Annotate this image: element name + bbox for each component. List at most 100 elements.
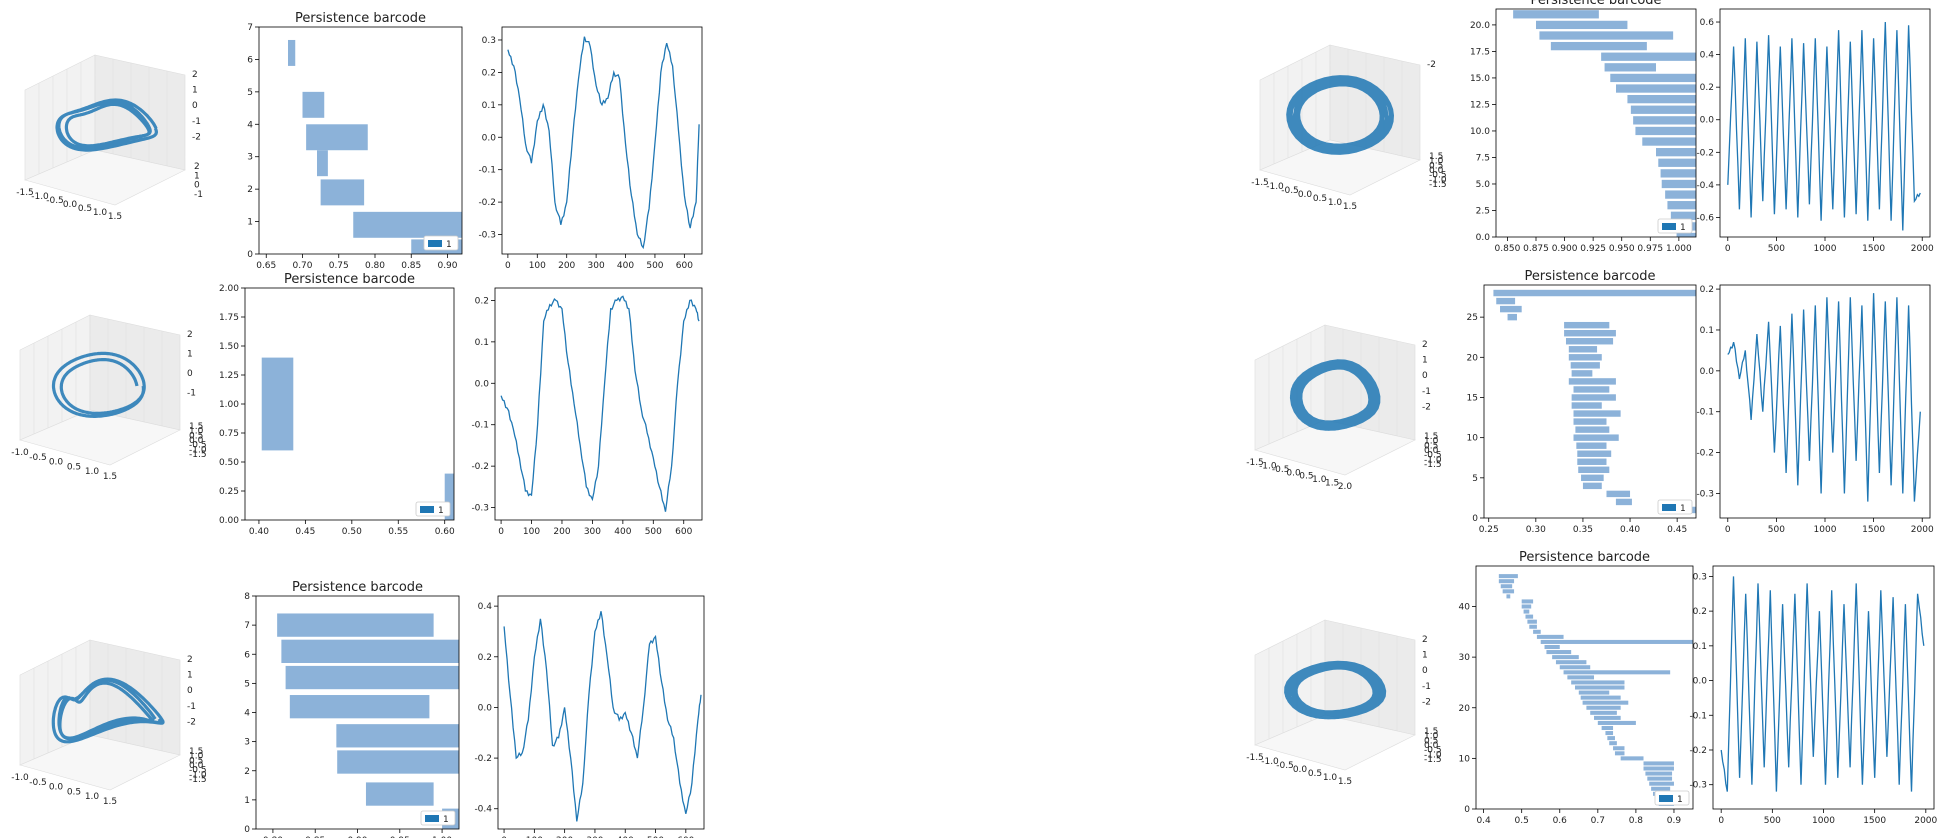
chart-e-barcode: 0.25 0.30 0.35 0.40 0.45 0 5 10 15 20 25 Persistenc… (1467, 269, 1697, 535)
barcode-bar (1615, 498, 1632, 506)
y-tick-label: 0.3 (1693, 572, 1707, 582)
y-tick-label: -1.0 (189, 770, 207, 780)
chart-b-barcode: 0.40 0.45 0.50 0.55 0.60 0.00 0.25 0.50 0.75 1.00… (219, 272, 455, 537)
barcode-bar (281, 639, 459, 663)
pane-floor (24, 149, 186, 206)
barcode-bar (1571, 370, 1593, 377)
y-tick-label: 10 (1467, 434, 1479, 444)
x-tick-label: 0.6 (1553, 816, 1568, 826)
z-tick-label: 0 (1422, 371, 1428, 381)
barcode-bar (1525, 614, 1534, 619)
z-tick-label: 1 (192, 86, 198, 96)
barcode-bar (317, 150, 328, 177)
y-tick-label: 1.25 (219, 371, 239, 381)
z-tick-label: -2 (187, 717, 196, 727)
z-tick-label: -2 (1427, 60, 1436, 70)
y-tick-label: 8 (244, 592, 250, 602)
barcode-bar (1609, 741, 1617, 746)
y-tick-label: 0.25 (219, 487, 239, 497)
x-tick-label: 0 (1725, 244, 1731, 254)
pane-floor (1259, 139, 1421, 196)
y-tick-label: -0.5 (1424, 746, 1442, 756)
y-tick-label: -1.5 (1429, 180, 1447, 190)
z-tick-label: -2 (1422, 402, 1431, 412)
y-tick-label: 25 (1467, 313, 1478, 323)
trajectory-curve (1286, 75, 1394, 155)
barcode-bar (1676, 232, 1696, 237)
z-tick-label: 0 (1422, 666, 1428, 676)
y-tick-label: 0.2 (1693, 607, 1707, 617)
y-tick-label: 1.00 (219, 400, 239, 410)
barcode-bar (1533, 629, 1541, 634)
y-tick-label: 1.0 (189, 752, 204, 762)
x-tick-label: 400 (614, 527, 631, 537)
x-tick-label: 0.85 (401, 261, 421, 271)
x-tick-label: 500 (1764, 816, 1781, 826)
trajectory-curve (51, 677, 165, 744)
x-tick-label: -1.0 (11, 773, 29, 783)
barcode-bar (1568, 378, 1616, 385)
z-tick-label: 2 (192, 70, 198, 80)
barcode-bar (1507, 313, 1517, 321)
x-tick-label: 500 (1768, 525, 1785, 535)
z-tick-label: 0 (187, 686, 193, 696)
x-tick-label: 0 (501, 836, 507, 838)
barcode-bar (261, 357, 294, 451)
x-tick-label: 0.50 (342, 527, 362, 537)
y-tick-label: 0.5 (189, 756, 203, 766)
x-tick-label: 0.5 (1308, 769, 1322, 779)
y-tick-label: -1.0 (1424, 455, 1442, 465)
x-tick-label: 300 (586, 836, 603, 838)
x-tick-label: 0.0 (1293, 765, 1308, 775)
barcode-bar (1523, 609, 1530, 614)
barcode-bar (1601, 725, 1614, 731)
chart-d-barcode: 0.850 0.875 0.900 0.925 0.950 0.975 1.000 0.0 2.… (1470, 0, 1697, 254)
barcode-bar (1575, 426, 1610, 433)
y-tick-label: 0.2 (475, 296, 489, 306)
z-tick-label: -1 (1422, 682, 1431, 692)
legend-label: 1 (438, 506, 444, 516)
series-line (507, 36, 700, 250)
z-tick-label: 0 (187, 369, 193, 379)
trajectory-curve (1289, 359, 1381, 431)
chart-e-3d: -1.5-1.0-0.50.00.51.01.52.0-1.5-1.0-0.50… (1246, 324, 1442, 492)
y-tick-label: 17.5 (1470, 47, 1490, 57)
y-tick-label: -1.0 (189, 445, 207, 455)
barcode-bar (1539, 31, 1674, 40)
legend-patch (428, 240, 442, 247)
x-tick-label: 0.30 (1526, 525, 1546, 535)
y-tick-label: 15 (1467, 393, 1478, 403)
plot-frame (494, 287, 703, 521)
chart-c-3d: -1.0 -0.5 0.0 0.5 1.0 1.5-1.5-1.0-0.50.00.51.… (11, 639, 207, 807)
barcode-bar (1580, 695, 1621, 700)
x-tick-label: 0.95 (390, 836, 410, 838)
barcode-bar (1555, 660, 1587, 665)
y-tick-label: 2 (247, 185, 253, 195)
y-tick-label: 1.0 (1429, 157, 1444, 167)
x-tick-label: 1000 (1814, 525, 1837, 535)
pane-floor (1254, 714, 1416, 771)
barcode-bar (1613, 746, 1625, 751)
y-tick-label: -1.5 (1424, 460, 1442, 470)
y-tick-label: 0.3 (482, 36, 496, 46)
barcode-bar (1573, 386, 1610, 393)
pane-floor (1254, 419, 1416, 476)
barcode-bar (1563, 670, 1671, 675)
barcode-bar (1582, 700, 1629, 705)
y-tick-label: 0.6 (1700, 18, 1715, 28)
chart-title: Persistence barcode (1519, 550, 1650, 565)
x-tick-label: -0.5 (46, 196, 64, 206)
barcode-bar (1552, 655, 1579, 660)
x-tick-label: 500 (645, 527, 662, 537)
barcode-bar (285, 665, 459, 690)
y-tick-label: 5 (1472, 474, 1478, 484)
y-tick-label: 1.5 (1429, 152, 1443, 162)
chart-c-series: 0 100 200 300 400 500 600 -0.4 -0.2 0.0 0.2 0.4 (474, 595, 705, 838)
barcode-bar (1500, 305, 1522, 313)
barcode-bar (1498, 574, 1518, 579)
legend-label: 1 (1677, 795, 1683, 805)
barcode-bar (1546, 650, 1572, 655)
x-tick-label: 0.0 (49, 458, 64, 468)
x-tick-label: 1.5 (1343, 202, 1357, 212)
